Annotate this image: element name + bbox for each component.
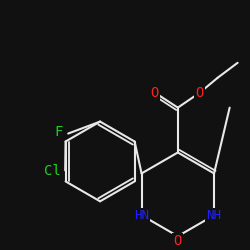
Text: O: O (174, 234, 182, 248)
Text: HN: HN (134, 209, 149, 222)
Text: O: O (196, 86, 204, 100)
Text: O: O (151, 86, 159, 100)
Text: NH: NH (206, 209, 222, 222)
Text: Cl: Cl (44, 164, 60, 178)
Text: F: F (54, 124, 62, 138)
